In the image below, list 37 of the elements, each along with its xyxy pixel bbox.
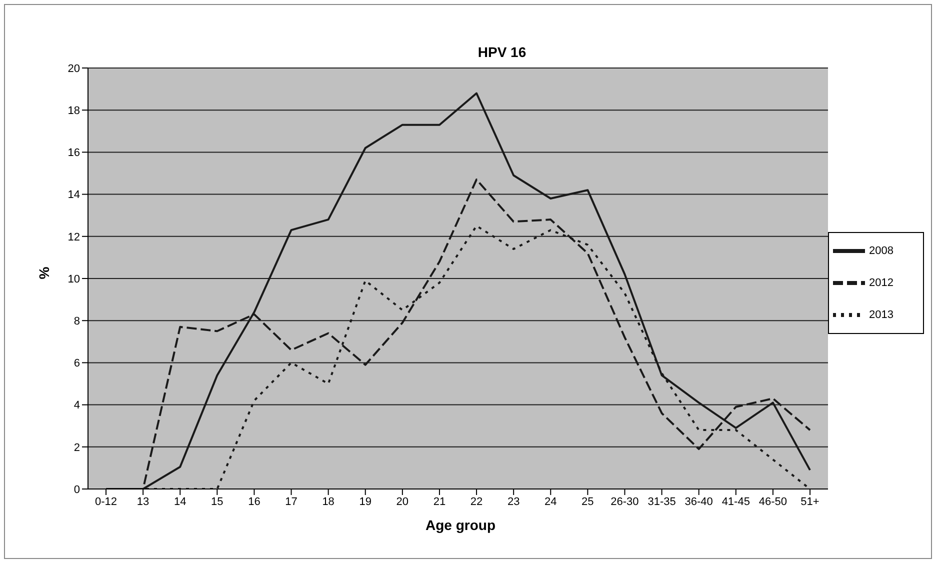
x-tick-label: 31-35 (648, 496, 676, 508)
y-tick-label: 6 (74, 358, 80, 370)
y-tick-label: 10 (68, 273, 80, 286)
x-axis-title: Age group (424, 517, 496, 533)
x-tick-label: 25 (582, 496, 594, 508)
x-tick-label: 13 (136, 496, 150, 508)
x-tick-label: 23 (507, 496, 520, 508)
chart-title: HPV 16 (476, 44, 528, 60)
x-tick-label: 51+ (800, 496, 820, 508)
x-tick-label: 14 (174, 496, 186, 508)
y-tick-label: 16 (68, 147, 80, 160)
legend-label: 2013 (869, 308, 894, 320)
x-tick-label: 15 (211, 496, 224, 508)
x-tick-label: 0-12 (94, 496, 118, 508)
x-tick-label: 17 (285, 496, 298, 508)
x-tick-label: 22 (470, 496, 483, 508)
y-tick-label: 0 (74, 484, 80, 496)
legend-label: 2012 (869, 276, 894, 288)
legend-label: 2008 (869, 244, 894, 256)
x-tick-label: 24 (544, 496, 557, 508)
x-tick-label: 46-50 (758, 496, 788, 508)
x-tick-label: 21 (433, 496, 446, 508)
x-tick-label: 18 (322, 496, 334, 508)
y-tick-label: 12 (68, 231, 80, 244)
y-tick-label: 2 (74, 442, 80, 454)
x-tick-label: 16 (248, 496, 260, 508)
x-tick-label: 36-40 (684, 496, 713, 508)
y-axis-title: % (36, 266, 52, 280)
y-tick-label: 20 (68, 62, 80, 75)
y-tick-label: 14 (68, 189, 80, 202)
x-tick-label: 19 (359, 496, 372, 508)
x-tick-label: 41-45 (722, 496, 750, 508)
x-tick-label: 26-30 (610, 496, 639, 508)
y-tick-label: 4 (74, 400, 80, 412)
y-tick-label: 18 (68, 105, 80, 118)
x-tick-label: 20 (396, 496, 409, 508)
y-tick-label: 8 (74, 316, 80, 328)
